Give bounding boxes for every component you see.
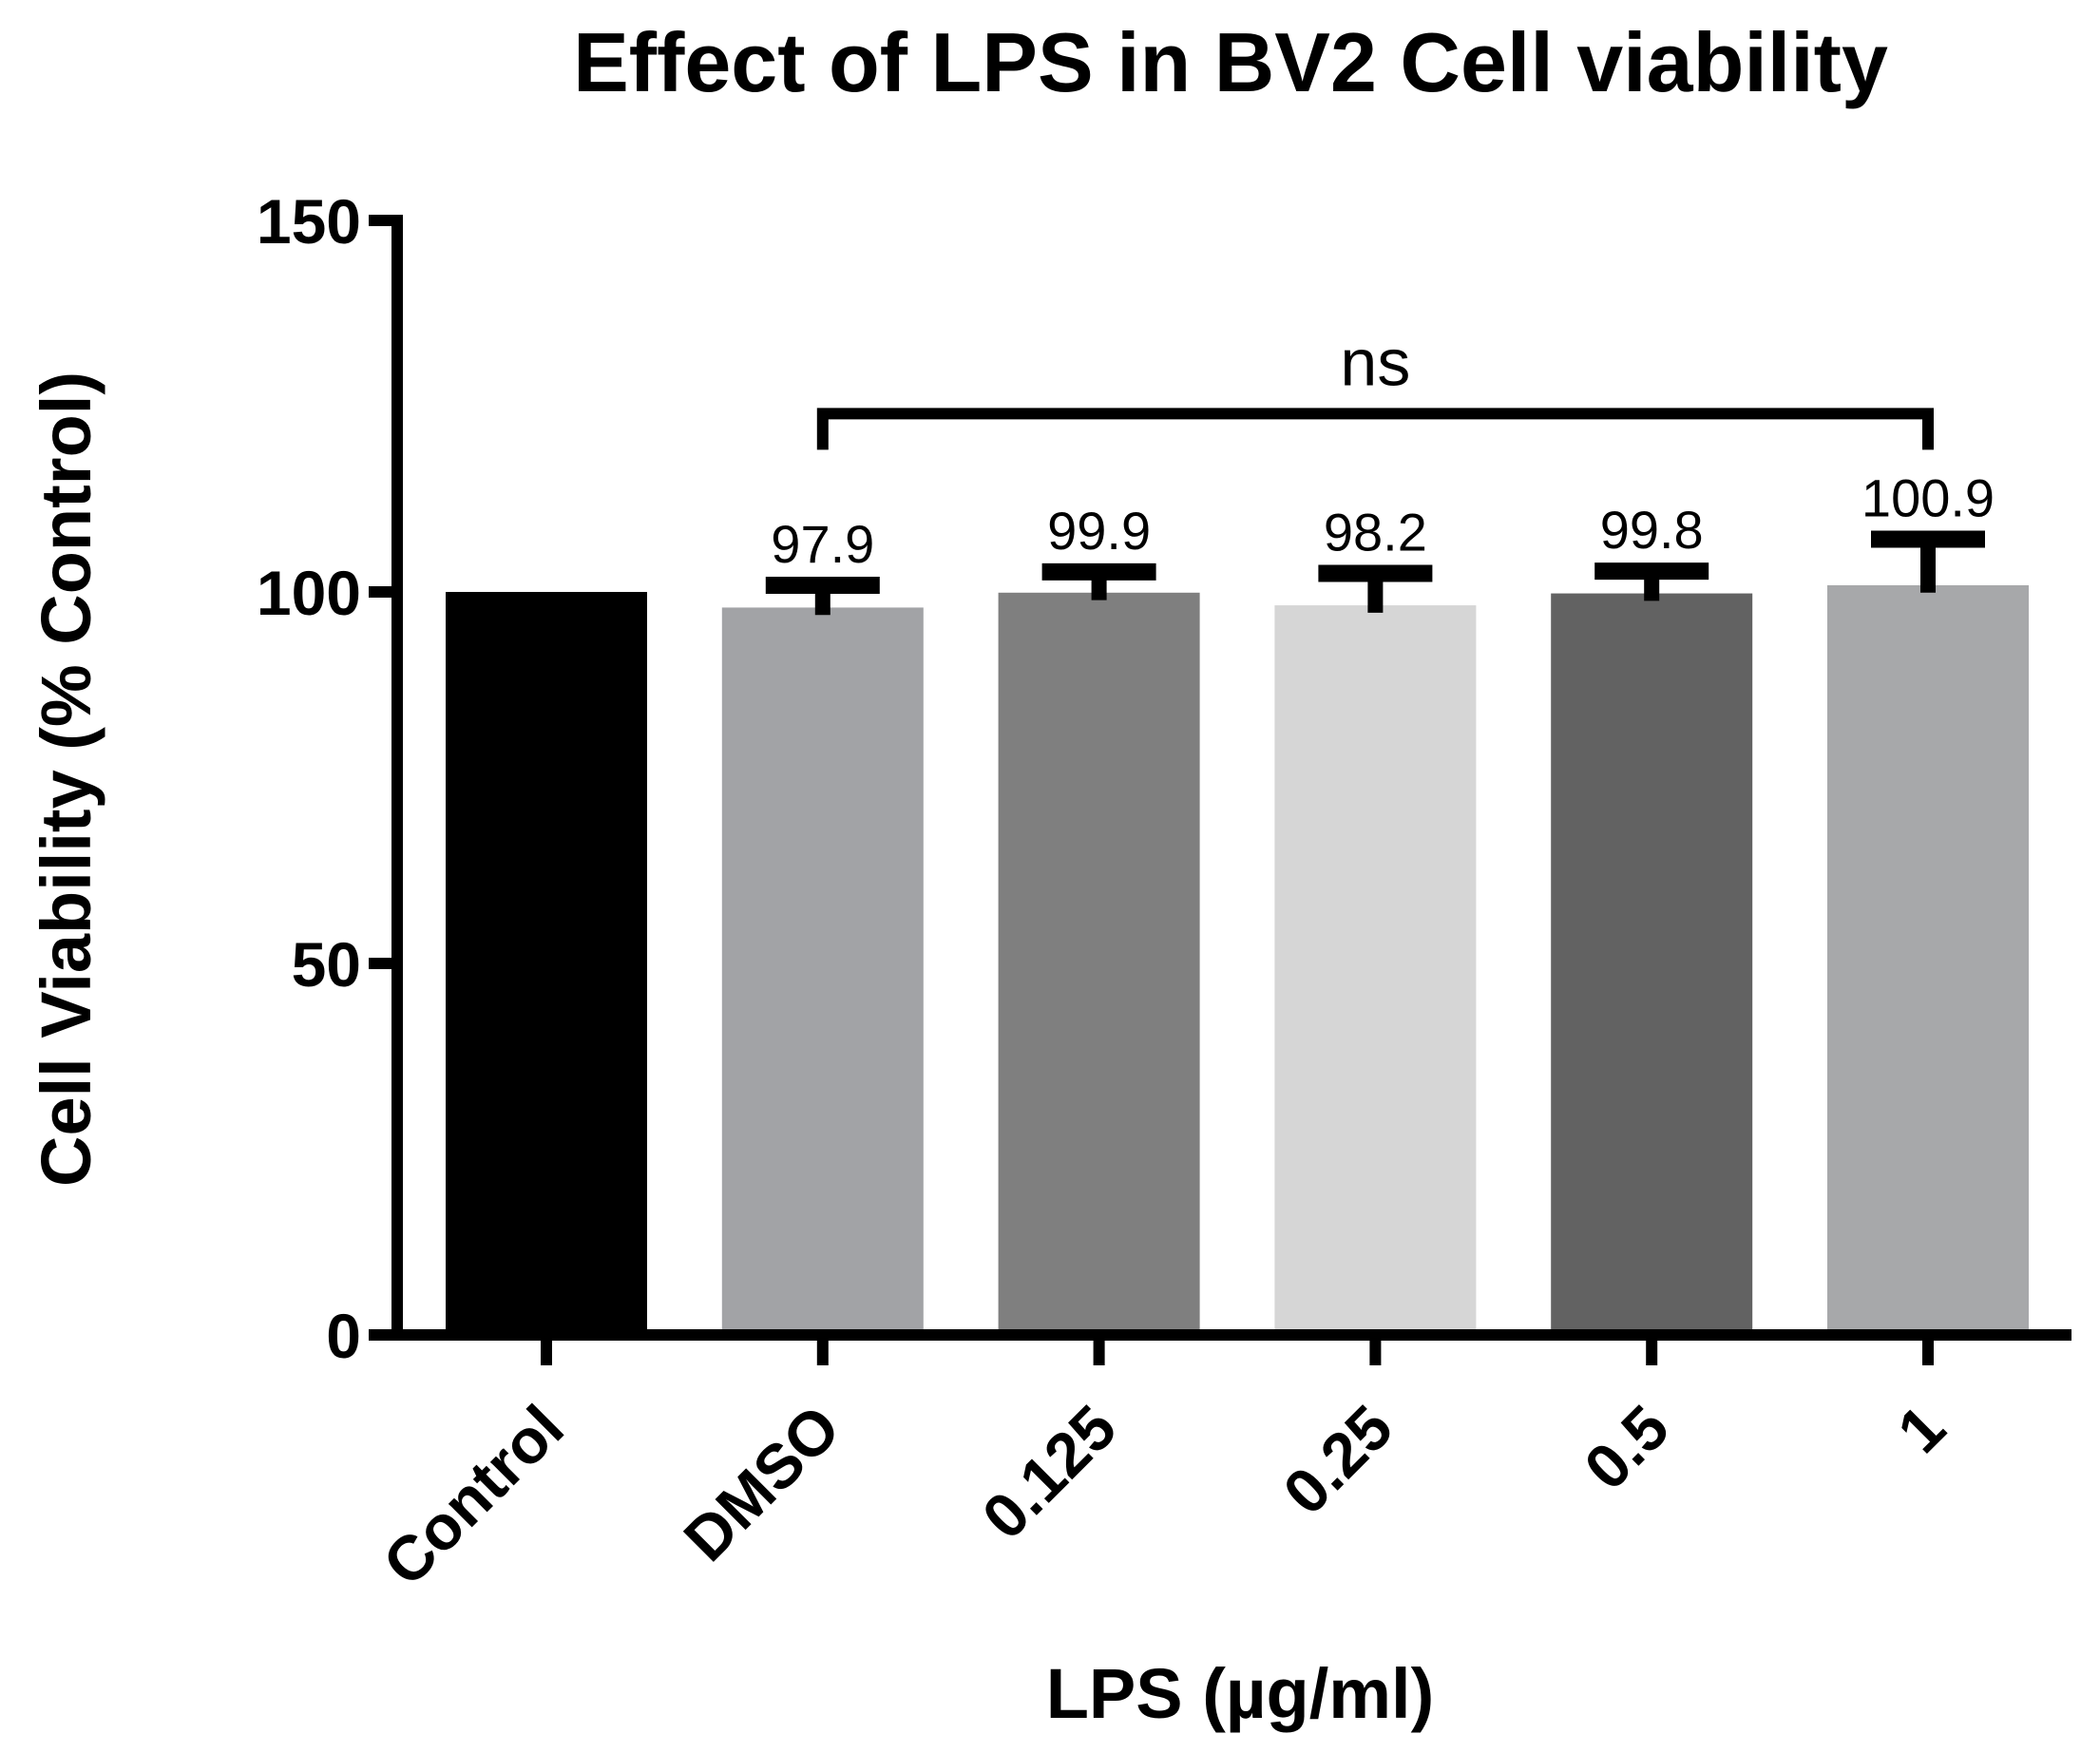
data-label: 99.8 (1600, 500, 1704, 560)
x-axis-label: LPS (µg/ml) (1046, 1654, 1435, 1733)
y-tick-label: 150 (257, 186, 361, 257)
bar-0-5 (1551, 593, 1753, 1335)
bar-dmso (721, 607, 924, 1335)
bar-control (446, 592, 647, 1335)
data-label: 98.2 (1324, 502, 1427, 562)
x-tick-label: 0.125 (968, 1392, 1129, 1553)
data-label: 100.9 (1861, 467, 1995, 527)
plot-area: 97.9 99.9 98.2 99.8 100.9 0 50 100 150 Control DMS… (257, 186, 2071, 1599)
bar-0-25 (1274, 605, 1477, 1335)
x-tick-label: DMSO (670, 1392, 852, 1574)
x-tick-label: Control (370, 1392, 577, 1599)
y-tick-label: 100 (257, 558, 361, 628)
x-tick-label: 0.25 (1270, 1392, 1405, 1528)
significance-bracket (816, 408, 1934, 450)
x-tick-label: 1 (1884, 1392, 1958, 1466)
y-axis-label: Cell Viability (% Control) (27, 372, 105, 1187)
y-tick-label: 50 (292, 929, 361, 1000)
significance-label: ns (1340, 325, 1410, 399)
x-tick-label: 0.5 (1571, 1392, 1682, 1503)
data-label: 99.9 (1047, 501, 1151, 561)
y-tick-label: 0 (326, 1301, 361, 1371)
data-label: 97.9 (771, 514, 874, 574)
chart-title: Effect of LPS in BV2 Cell viability (573, 15, 1888, 109)
bar-0-125 (998, 592, 1200, 1335)
bar-1 (1827, 584, 2029, 1335)
